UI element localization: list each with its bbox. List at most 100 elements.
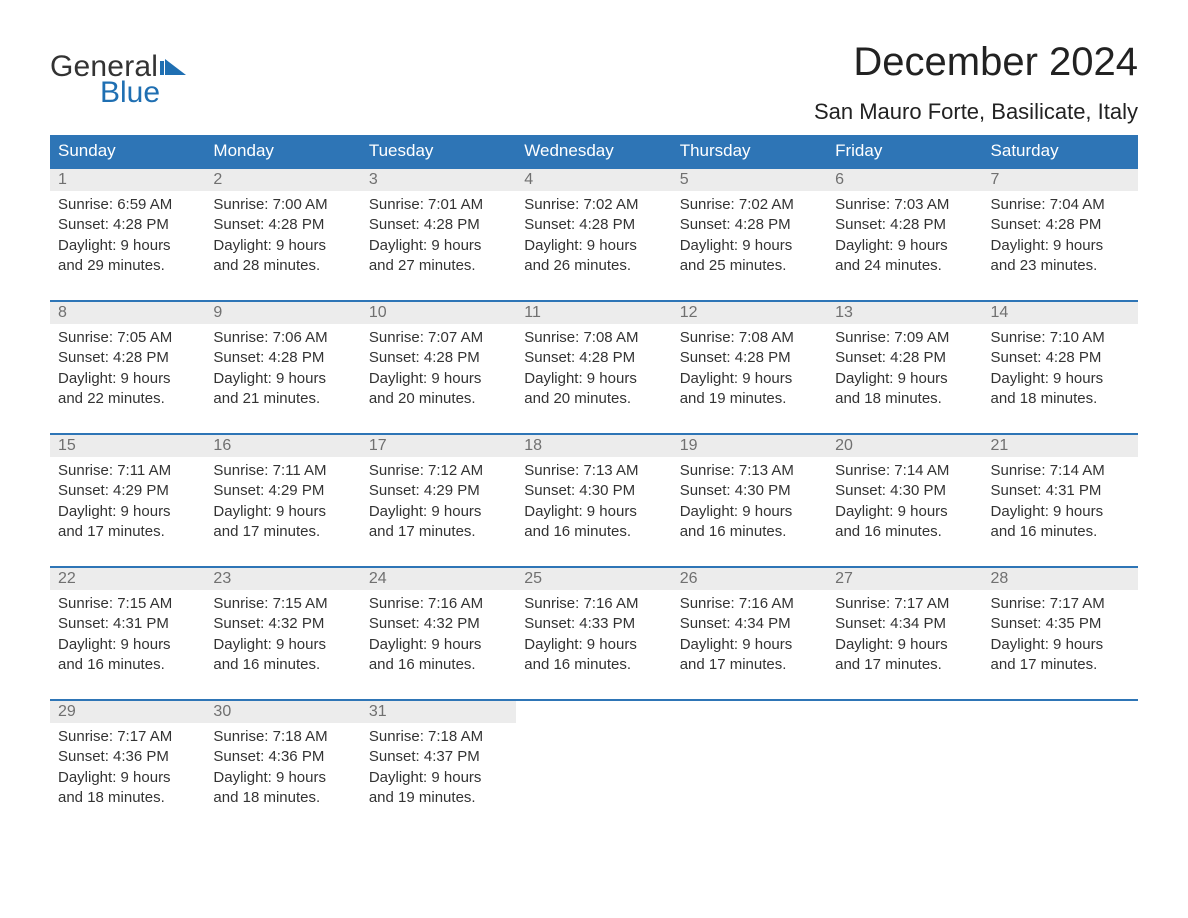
day-number-cell: 6	[827, 168, 982, 191]
sunrise-line: Sunrise: 7:10 AM	[991, 328, 1130, 348]
day-number-cell: 10	[361, 301, 516, 324]
daylight-line: Daylight: 9 hours and 19 minutes.	[369, 768, 508, 809]
daylight-line: Daylight: 9 hours and 24 minutes.	[835, 236, 974, 277]
day-content-cell: Sunrise: 7:18 AMSunset: 4:37 PMDaylight:…	[361, 723, 516, 832]
daylight-line: Daylight: 9 hours and 18 minutes.	[213, 768, 352, 809]
sunset-line: Sunset: 4:28 PM	[524, 348, 663, 368]
sunset-line: Sunset: 4:30 PM	[524, 481, 663, 501]
day-content-cell: Sunrise: 7:11 AMSunset: 4:29 PMDaylight:…	[205, 457, 360, 567]
page-title: December 2024	[814, 40, 1138, 85]
day-content-cell: Sunrise: 7:06 AMSunset: 4:28 PMDaylight:…	[205, 324, 360, 434]
day-number-cell: 26	[672, 567, 827, 590]
day-header: Thursday	[672, 135, 827, 168]
calendar-header-row: SundayMondayTuesdayWednesdayThursdayFrid…	[50, 135, 1138, 168]
day-number-cell: 14	[983, 301, 1138, 324]
sunrise-line: Sunrise: 7:16 AM	[524, 594, 663, 614]
day-header: Sunday	[50, 135, 205, 168]
daylight-line: Daylight: 9 hours and 26 minutes.	[524, 236, 663, 277]
day-content-cell: Sunrise: 7:17 AMSunset: 4:35 PMDaylight:…	[983, 590, 1138, 700]
day-header: Wednesday	[516, 135, 671, 168]
day-number-cell: 12	[672, 301, 827, 324]
daylight-line: Daylight: 9 hours and 16 minutes.	[524, 635, 663, 676]
sunrise-line: Sunrise: 7:02 AM	[680, 195, 819, 215]
sunrise-line: Sunrise: 7:11 AM	[58, 461, 197, 481]
day-header: Saturday	[983, 135, 1138, 168]
day-content-cell: Sunrise: 7:16 AMSunset: 4:33 PMDaylight:…	[516, 590, 671, 700]
sunset-line: Sunset: 4:28 PM	[835, 215, 974, 235]
sunset-line: Sunset: 4:32 PM	[213, 614, 352, 634]
week-daynum-row: 891011121314	[50, 301, 1138, 324]
sunset-line: Sunset: 4:29 PM	[58, 481, 197, 501]
sunrise-line: Sunrise: 7:12 AM	[369, 461, 508, 481]
daylight-line: Daylight: 9 hours and 17 minutes.	[58, 502, 197, 543]
daylight-line: Daylight: 9 hours and 21 minutes.	[213, 369, 352, 410]
daylight-line: Daylight: 9 hours and 16 minutes.	[991, 502, 1130, 543]
day-number-cell: 7	[983, 168, 1138, 191]
sunset-line: Sunset: 4:28 PM	[58, 348, 197, 368]
day-number-cell: 15	[50, 434, 205, 457]
day-content-cell: Sunrise: 7:03 AMSunset: 4:28 PMDaylight:…	[827, 191, 982, 301]
sunset-line: Sunset: 4:28 PM	[213, 348, 352, 368]
sunrise-line: Sunrise: 7:01 AM	[369, 195, 508, 215]
day-content-cell: Sunrise: 7:09 AMSunset: 4:28 PMDaylight:…	[827, 324, 982, 434]
day-content-cell: Sunrise: 7:14 AMSunset: 4:31 PMDaylight:…	[983, 457, 1138, 567]
day-number-cell	[672, 700, 827, 723]
calendar-table: SundayMondayTuesdayWednesdayThursdayFrid…	[50, 135, 1138, 832]
sunrise-line: Sunrise: 7:09 AM	[835, 328, 974, 348]
title-block: December 2024 San Mauro Forte, Basilicat…	[814, 40, 1138, 125]
day-content-cell: Sunrise: 7:16 AMSunset: 4:32 PMDaylight:…	[361, 590, 516, 700]
sunrise-line: Sunrise: 6:59 AM	[58, 195, 197, 215]
day-content-cell: Sunrise: 7:17 AMSunset: 4:34 PMDaylight:…	[827, 590, 982, 700]
daylight-line: Daylight: 9 hours and 19 minutes.	[680, 369, 819, 410]
day-content-cell: Sunrise: 7:12 AMSunset: 4:29 PMDaylight:…	[361, 457, 516, 567]
sunrise-line: Sunrise: 7:18 AM	[369, 727, 508, 747]
week-daynum-row: 293031	[50, 700, 1138, 723]
sunset-line: Sunset: 4:29 PM	[213, 481, 352, 501]
day-number-cell: 17	[361, 434, 516, 457]
day-content-cell: Sunrise: 7:16 AMSunset: 4:34 PMDaylight:…	[672, 590, 827, 700]
sunset-line: Sunset: 4:36 PM	[213, 747, 352, 767]
day-content-cell: Sunrise: 7:13 AMSunset: 4:30 PMDaylight:…	[672, 457, 827, 567]
day-number-cell: 20	[827, 434, 982, 457]
daylight-line: Daylight: 9 hours and 27 minutes.	[369, 236, 508, 277]
day-number-cell: 21	[983, 434, 1138, 457]
day-content-cell: Sunrise: 7:15 AMSunset: 4:31 PMDaylight:…	[50, 590, 205, 700]
sunset-line: Sunset: 4:37 PM	[369, 747, 508, 767]
logo-word-blue: Blue	[100, 76, 160, 110]
day-header: Friday	[827, 135, 982, 168]
day-content-cell: Sunrise: 6:59 AMSunset: 4:28 PMDaylight:…	[50, 191, 205, 301]
day-number-cell	[516, 700, 671, 723]
day-number-cell: 13	[827, 301, 982, 324]
day-number-cell: 5	[672, 168, 827, 191]
sunset-line: Sunset: 4:31 PM	[991, 481, 1130, 501]
sunrise-line: Sunrise: 7:14 AM	[835, 461, 974, 481]
day-content-cell: Sunrise: 7:18 AMSunset: 4:36 PMDaylight:…	[205, 723, 360, 832]
daylight-line: Daylight: 9 hours and 28 minutes.	[213, 236, 352, 277]
sunset-line: Sunset: 4:28 PM	[369, 215, 508, 235]
sunrise-line: Sunrise: 7:00 AM	[213, 195, 352, 215]
sunrise-line: Sunrise: 7:05 AM	[58, 328, 197, 348]
day-number-cell: 28	[983, 567, 1138, 590]
sunrise-line: Sunrise: 7:17 AM	[835, 594, 974, 614]
week-content-row: Sunrise: 6:59 AMSunset: 4:28 PMDaylight:…	[50, 191, 1138, 301]
sunrise-line: Sunrise: 7:15 AM	[213, 594, 352, 614]
week-content-row: Sunrise: 7:05 AMSunset: 4:28 PMDaylight:…	[50, 324, 1138, 434]
day-content-cell: Sunrise: 7:08 AMSunset: 4:28 PMDaylight:…	[516, 324, 671, 434]
daylight-line: Daylight: 9 hours and 29 minutes.	[58, 236, 197, 277]
day-number-cell: 29	[50, 700, 205, 723]
daylight-line: Daylight: 9 hours and 25 minutes.	[680, 236, 819, 277]
sunset-line: Sunset: 4:35 PM	[991, 614, 1130, 634]
sunrise-line: Sunrise: 7:08 AM	[680, 328, 819, 348]
sunset-line: Sunset: 4:34 PM	[835, 614, 974, 634]
day-content-cell: Sunrise: 7:07 AMSunset: 4:28 PMDaylight:…	[361, 324, 516, 434]
daylight-line: Daylight: 9 hours and 22 minutes.	[58, 369, 197, 410]
day-content-cell: Sunrise: 7:14 AMSunset: 4:30 PMDaylight:…	[827, 457, 982, 567]
daylight-line: Daylight: 9 hours and 18 minutes.	[991, 369, 1130, 410]
day-number-cell: 9	[205, 301, 360, 324]
sunrise-line: Sunrise: 7:16 AM	[369, 594, 508, 614]
day-content-cell: Sunrise: 7:08 AMSunset: 4:28 PMDaylight:…	[672, 324, 827, 434]
sunset-line: Sunset: 4:28 PM	[680, 215, 819, 235]
sunset-line: Sunset: 4:34 PM	[680, 614, 819, 634]
day-content-cell	[516, 723, 671, 832]
day-number-cell: 16	[205, 434, 360, 457]
